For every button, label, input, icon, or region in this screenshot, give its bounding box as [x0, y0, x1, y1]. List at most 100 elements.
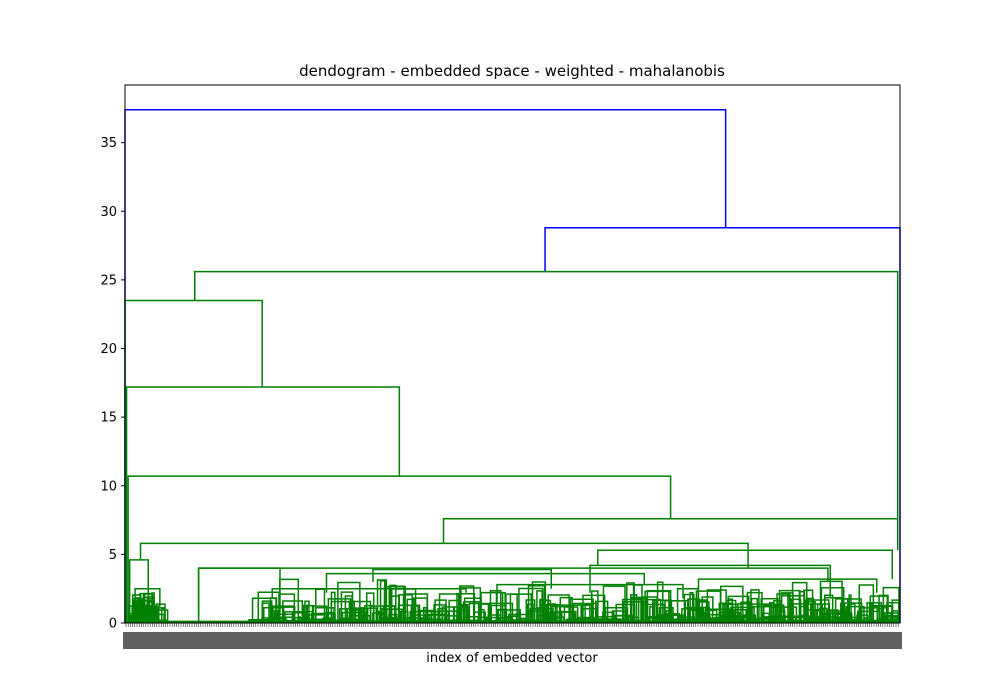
- merge-link: [125, 386, 401, 623]
- plot-frame: [124, 84, 901, 624]
- leaf-link: [376, 579, 388, 623]
- leaf-link: [282, 606, 296, 623]
- y-tick-label: 10: [100, 479, 117, 494]
- leaf-link: [559, 604, 582, 623]
- leaf-link: [543, 599, 549, 623]
- merge-link: [442, 517, 899, 551]
- leaf-link: [773, 599, 782, 623]
- y-tick-label: 25: [100, 273, 117, 288]
- leaf-link: [310, 613, 336, 623]
- leaf-link: [348, 600, 356, 623]
- merge-link: [194, 270, 899, 519]
- y-tick-label: 30: [100, 205, 117, 220]
- y-axis: 0 5 10 15 20 25 30 35: [100, 136, 125, 632]
- leaf-link: [448, 599, 462, 623]
- leaf-link: [736, 615, 755, 623]
- leaf-link: [134, 605, 143, 623]
- leaf-link: [820, 586, 845, 623]
- leaf-link: [278, 578, 300, 623]
- leaf-link: [840, 602, 846, 623]
- chart-title: dendogram - embedded space - weighted - …: [299, 62, 725, 80]
- leaf-link: [531, 581, 547, 623]
- leaf-link: [273, 609, 279, 623]
- leaf-link: [626, 582, 635, 623]
- leaf-link: [337, 581, 361, 623]
- leaf-link: [778, 608, 786, 623]
- y-tick-label: 5: [109, 548, 117, 563]
- leaf-link: [263, 607, 285, 623]
- leaf-link: [354, 607, 378, 623]
- leaf-link: [689, 609, 705, 623]
- leaf-link: [526, 603, 534, 623]
- leaf-link: [848, 603, 856, 623]
- x-axis: [123, 623, 902, 649]
- leaf-link: [656, 581, 664, 623]
- leaf-link: [591, 590, 599, 623]
- leaf-link: [487, 614, 502, 623]
- leaf-link: [322, 617, 331, 623]
- merge-link: [128, 559, 149, 623]
- leaf-link: [622, 601, 649, 623]
- leaf-link: [886, 601, 900, 623]
- leaf-link: [792, 603, 812, 623]
- leaf-link: [791, 581, 808, 623]
- leaf-link: [563, 606, 579, 623]
- y-tick-label: 35: [100, 136, 117, 151]
- leaf-link: [715, 613, 721, 623]
- leaf-link: [816, 603, 824, 623]
- leaf-link: [740, 601, 751, 623]
- leaf-link: [489, 590, 502, 623]
- leaf-link: [412, 597, 428, 623]
- leaf-link: [602, 585, 626, 623]
- leaf-link: [649, 605, 655, 623]
- leaf-link: [683, 593, 695, 623]
- leaf-link: [858, 584, 875, 623]
- leaf-link: [878, 594, 889, 623]
- leaf-link: [800, 614, 809, 623]
- leaf-link: [560, 616, 565, 623]
- leaf-link: [723, 603, 739, 623]
- leaf-link: [127, 614, 134, 623]
- leaf-link: [156, 607, 166, 623]
- leaf-link: [750, 589, 760, 623]
- leaf-link: [379, 580, 386, 623]
- leaf-link: [725, 599, 737, 623]
- leaf-link: [495, 591, 504, 623]
- merge-link: [372, 568, 552, 589]
- leaf-link: [644, 590, 670, 623]
- merge-link: [325, 572, 645, 593]
- leaf-link: [677, 616, 696, 623]
- leaf-link: [292, 611, 307, 623]
- leaf-link: [687, 598, 701, 623]
- leaf-link: [803, 589, 814, 623]
- leaf-link: [344, 595, 353, 623]
- leaf-link: [746, 591, 763, 623]
- leaf-link: [468, 602, 490, 623]
- leaf-link: [722, 604, 729, 623]
- leaf-link: [582, 594, 606, 623]
- dendrogram-links: [124, 108, 901, 623]
- top-merge-link: [124, 108, 727, 623]
- y-tick-label: 15: [100, 411, 117, 426]
- leaf-link: [433, 604, 446, 623]
- x-axis-label: index of embedded vector: [426, 651, 598, 666]
- x-tick-labels-overlap: [123, 632, 902, 649]
- leaf-link: [787, 593, 791, 623]
- merge-link: [271, 587, 467, 599]
- leaf-link: [581, 604, 591, 623]
- leaf-link: [663, 614, 685, 623]
- merge-link: [139, 542, 749, 569]
- leaf-link: [330, 591, 336, 623]
- leaf-link: [539, 598, 544, 623]
- y-tick-label: 0: [109, 617, 117, 632]
- leaf-link: [261, 600, 273, 623]
- merge-link: [127, 475, 672, 623]
- leaf-link: [807, 597, 815, 623]
- leaf-link: [461, 603, 469, 623]
- merge-link: [124, 299, 263, 623]
- leaf-link: [824, 616, 849, 623]
- leaf-link: [536, 590, 543, 623]
- leaf-link: [462, 601, 482, 623]
- leaf-link: [272, 605, 295, 623]
